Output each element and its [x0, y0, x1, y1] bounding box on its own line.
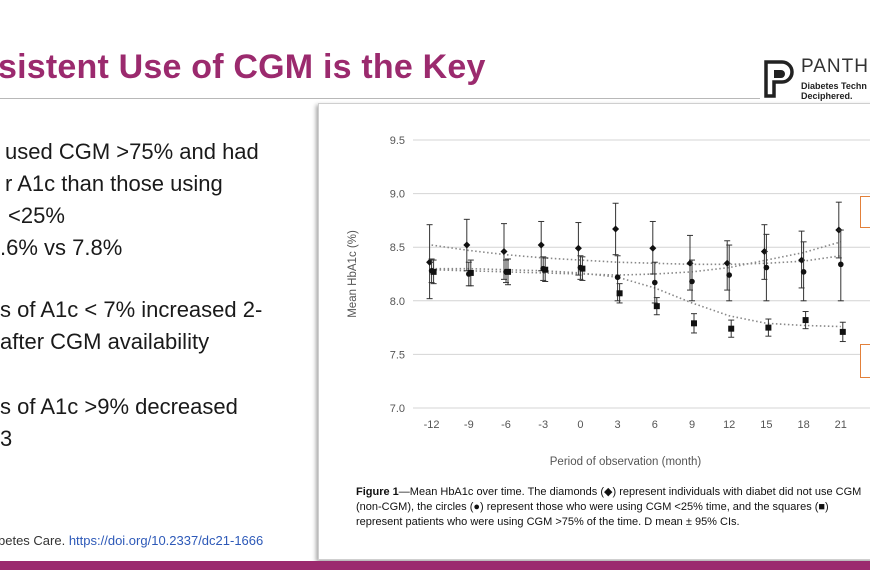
bullet-line: .6% vs 7.8% [0, 235, 123, 260]
diamond-marker [649, 244, 657, 252]
y-axis-title: Mean HbA1c (%) [347, 230, 359, 318]
diamond-marker [612, 225, 620, 233]
square-marker [691, 320, 697, 327]
bullet-list: used CGM >75% and had r A1c than those u… [0, 0, 320, 560]
bullet-line: s of A1c < 7% increased 2- [0, 297, 263, 322]
square-marker [467, 269, 474, 276]
square-marker [579, 265, 586, 272]
y-tick-label: 8.0 [390, 296, 405, 308]
bullet-line: s of A1c >9% decreased [0, 394, 238, 419]
y-tick-label: 9.5 [390, 135, 405, 147]
x-tick-label: -12 [424, 419, 440, 431]
bullet-line: r A1c than those using [5, 171, 223, 196]
circle-marker [689, 278, 695, 285]
panther-p-logo-icon [764, 60, 794, 98]
logo-tagline-2: Deciphered. [801, 91, 853, 101]
square-marker [839, 328, 846, 335]
diamond-marker [760, 247, 768, 255]
diamond-marker [574, 244, 582, 252]
x-tick-label: -9 [464, 419, 474, 431]
circle-marker [763, 264, 770, 271]
diamond-marker [500, 247, 508, 255]
square-marker [616, 290, 623, 297]
y-tick-label: 7.0 [390, 403, 405, 415]
x-tick-label: 21 [835, 419, 847, 431]
caption-text: —Mean HbA1c over time. The diamonds (◆) … [356, 486, 862, 528]
circle-marker [652, 279, 658, 286]
bottom-accent-bar [0, 561, 870, 570]
highlight-box [860, 196, 870, 228]
bullet-line: 3 [0, 426, 13, 451]
x-tick-label: 12 [723, 419, 735, 431]
citation-link[interactable]: https://doi.org/10.2337/dc21-1666 [68, 533, 264, 548]
diamond-marker [537, 241, 545, 249]
x-tick-label: 9 [689, 419, 695, 431]
x-tick-label: 6 [652, 419, 658, 431]
square-marker [542, 266, 549, 273]
title-divider [0, 98, 760, 99]
x-tick-label: 18 [797, 419, 809, 431]
bullet-line: after CGM availability [0, 329, 210, 354]
x-tick-label: 15 [760, 419, 772, 431]
x-tick-label: 0 [577, 419, 583, 431]
square-marker [765, 324, 772, 331]
figure-caption: Figure 1—Mean HbA1c over time. The diamo… [356, 485, 870, 530]
x-axis-title: Period of observation (month) [550, 456, 702, 468]
bullet-line: <25% [8, 203, 65, 228]
trend-line-1 [431, 244, 841, 266]
x-tick-label: -3 [538, 419, 548, 431]
circle-marker [838, 261, 844, 268]
square-marker [653, 303, 660, 310]
slide-title: sistent Use of CGM is the Key [0, 48, 486, 86]
trend-line-2 [431, 241, 842, 276]
highlight-box [860, 344, 870, 378]
y-tick-label: 9.0 [390, 189, 405, 201]
logo-wordmark: PANTH [801, 56, 869, 77]
panther-logo: PANTH Diabetes Techn Deciphered. [763, 54, 870, 104]
square-marker [430, 268, 437, 275]
square-marker [728, 325, 735, 332]
square-marker [802, 317, 809, 324]
citation: betes Care. https://doi.org/10.2337/dc21… [0, 533, 263, 548]
trend-line-3 [431, 267, 841, 328]
circle-marker [614, 274, 621, 281]
circle-marker [800, 269, 807, 275]
bullet-line: used CGM >75% and had [5, 139, 259, 164]
square-marker [505, 268, 511, 275]
x-tick-label: 3 [615, 419, 621, 431]
citation-prefix: betes Care. [0, 533, 69, 548]
y-tick-label: 7.5 [390, 349, 405, 361]
hba1c-chart: 7.0 7.5 8.0 8.5 9.0 9.5 -12 -9 -6 -3 0 3 6 9 12 15 18 21 P… [347, 135, 870, 468]
figure-panel [318, 103, 870, 560]
x-tick-label: -6 [501, 419, 511, 431]
caption-label: Figure 1 [356, 486, 399, 498]
y-tick-label: 8.5 [390, 242, 405, 254]
diamond-marker [463, 241, 471, 249]
logo-tagline-1: Diabetes Techn [801, 81, 867, 91]
circle-marker [726, 272, 732, 278]
